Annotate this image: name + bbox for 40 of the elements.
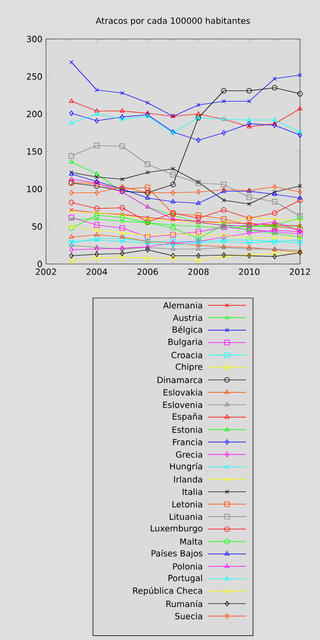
legend-label: Irlanda: [174, 476, 202, 483]
y-tick-label: 200: [26, 110, 42, 118]
legend-label: Luxemburgo: [150, 524, 202, 534]
x-tick-label: 2010: [239, 268, 260, 275]
legend-label: Dinamarca: [158, 376, 202, 384]
chart-title: Atracos por cada 100000 habitantes: [96, 17, 250, 26]
legend-label: Letonia: [172, 500, 202, 508]
x-tick-label: 2008: [188, 268, 209, 275]
legend-label: Austria: [172, 314, 202, 322]
legend-label: Bélgica: [172, 326, 202, 334]
legend-label: Francia: [173, 438, 202, 446]
legend-label: Polonia: [173, 563, 202, 570]
legend-label: España: [172, 413, 202, 422]
y-tick-label: 250: [26, 73, 42, 80]
legend-label: Italia: [182, 488, 202, 496]
legend-label: Malta: [180, 538, 202, 545]
legend-label: Hungría: [170, 462, 202, 472]
legend-label: Portugal: [168, 574, 202, 583]
y-tick-label: 100: [27, 186, 42, 192]
y-tick-label: 50: [32, 223, 42, 230]
legend-label: Bulgaria: [168, 338, 202, 347]
legend-label: Eslovakia: [164, 389, 202, 396]
legend-label: Chipre: [176, 363, 202, 372]
legend-label: Rumanía: [166, 600, 202, 608]
y-tick-label: 0: [38, 260, 42, 268]
legend-label: Suecia: [175, 612, 202, 620]
legend-label: Croacia: [171, 352, 202, 358]
y-tick-label: 150: [27, 148, 42, 155]
x-tick-label: 2002: [36, 268, 56, 275]
legend-label: Países Bajos: [152, 550, 202, 558]
x-tick-label: 2004: [86, 268, 108, 275]
legend-label: República Checa: [133, 586, 202, 596]
x-tick-label: 2012: [290, 268, 310, 275]
x-tick-label: 2006: [137, 268, 158, 275]
legend-label: Lituania: [170, 513, 202, 520]
legend-label: Grecia: [176, 451, 202, 458]
legend-label: Alemania: [163, 302, 202, 309]
y-tick-label: 300: [26, 36, 42, 42]
legend-label: Eslovenia: [163, 401, 202, 408]
legend-label: Estonia: [172, 426, 202, 433]
